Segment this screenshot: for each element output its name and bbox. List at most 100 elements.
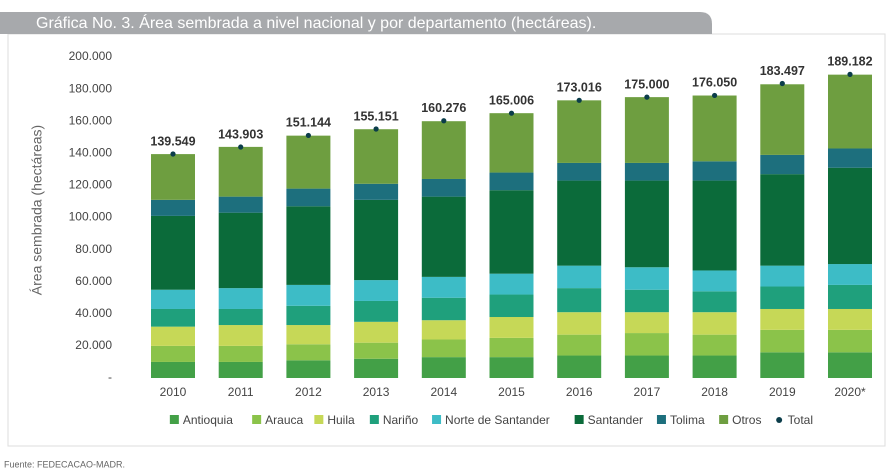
bar-segment	[421, 121, 466, 179]
legend-label: Norte de Santander	[445, 413, 550, 427]
bar-segment	[151, 199, 195, 216]
bar-segment	[354, 358, 399, 378]
x-tick-label: 2014	[430, 385, 457, 399]
legend-swatch	[314, 415, 324, 424]
total-dot	[305, 132, 311, 139]
legend-swatch	[656, 415, 666, 424]
legend-label: Nariño	[383, 413, 419, 427]
legend-swatch	[574, 415, 584, 424]
bar-segment	[692, 180, 737, 271]
bar-segment	[557, 100, 602, 163]
bar-segment	[692, 291, 737, 313]
bar-segment	[828, 308, 872, 330]
x-tick-label: 2018	[701, 385, 728, 399]
bar-segment	[218, 361, 263, 378]
bar-segment	[828, 329, 872, 353]
bar-segment	[354, 129, 399, 184]
bar-segment	[421, 178, 466, 197]
bar-segment	[828, 167, 872, 265]
y-tick-label: 120.000	[69, 178, 113, 192]
total-dot	[170, 151, 176, 157]
bar-segment	[828, 74, 872, 149]
total-dot	[779, 80, 785, 87]
bar-segment	[286, 188, 331, 207]
bar-segment	[760, 308, 805, 330]
total-dot	[644, 94, 650, 100]
bar-segment	[151, 308, 195, 327]
legend-label: Santander	[588, 413, 643, 427]
x-tick-label: 2010	[160, 385, 187, 399]
bar-segment	[421, 276, 466, 298]
total-dot	[238, 144, 244, 150]
bar-segment	[421, 320, 466, 340]
y-tick-label: 180.000	[69, 81, 113, 95]
x-tick-label: 2016	[566, 385, 593, 399]
bar-segment	[286, 206, 331, 285]
total-label: 189.182	[827, 55, 872, 69]
bar-segment	[828, 148, 872, 168]
bar-segment	[489, 337, 534, 358]
total-dot	[712, 92, 718, 99]
bar-segment	[218, 196, 263, 213]
bar-segment	[286, 135, 331, 189]
total-dot	[576, 97, 582, 103]
bar-segment	[286, 344, 331, 361]
total-label: 176.050	[692, 76, 737, 90]
bar-segment	[557, 288, 602, 313]
bar-segment	[692, 270, 737, 292]
total-label: 143.903	[218, 127, 263, 141]
bar-segment	[692, 355, 737, 378]
total-label: 175.000	[624, 77, 669, 91]
bar-segment	[354, 199, 399, 281]
total-label: 151.144	[286, 116, 331, 130]
bar-segment	[354, 342, 399, 359]
legend-swatch	[719, 415, 729, 424]
bar-segment	[760, 84, 805, 155]
bar-segment	[760, 154, 805, 175]
bar-segment	[151, 154, 195, 200]
bar-segment	[218, 212, 263, 289]
bar-segment	[760, 286, 805, 309]
bar-segment	[286, 305, 331, 326]
bar-segment	[624, 180, 669, 268]
total-dot	[441, 118, 447, 124]
y-tick-label: 60.000	[75, 274, 112, 288]
bar-segment	[557, 334, 602, 356]
total-label: 173.016	[557, 81, 602, 95]
bar-segment	[354, 280, 399, 301]
bar-segment	[489, 317, 534, 338]
bar-segment	[489, 357, 534, 378]
y-tick-label: 40.000	[75, 306, 112, 320]
bar-segment	[218, 146, 263, 197]
total-label: 160.276	[421, 101, 466, 115]
bar-segment	[557, 355, 602, 378]
bar-segment	[151, 289, 195, 309]
bar-segment	[760, 174, 805, 266]
bar-segment	[218, 288, 263, 309]
bar-segment	[286, 360, 331, 378]
y-tick-label: 100.000	[69, 210, 113, 224]
bar-segment	[624, 333, 669, 356]
x-tick-label: 2020*	[834, 385, 866, 399]
bar-segment	[218, 325, 263, 346]
legend-swatch	[252, 415, 262, 424]
bar-segment	[354, 321, 399, 343]
y-tick-label: 200.000	[69, 49, 113, 63]
legend-swatch	[776, 417, 783, 423]
total-label: 183.497	[760, 64, 805, 78]
bar-segment	[421, 339, 466, 358]
y-tick-label: 20.000	[75, 338, 112, 352]
bar-segment	[354, 300, 399, 322]
bar-segment	[421, 196, 466, 277]
y-tick-label: 140.000	[69, 145, 113, 159]
bar-segment	[218, 345, 263, 362]
legend-swatch	[432, 415, 442, 424]
bar-segment	[421, 357, 466, 378]
legend-label: Arauca	[265, 413, 303, 427]
y-tick-label: 160.000	[69, 113, 113, 127]
bar-segment	[489, 294, 534, 318]
x-tick-label: 2011	[228, 385, 254, 399]
bar-segment	[151, 215, 195, 290]
legend-label: Total	[788, 413, 813, 427]
